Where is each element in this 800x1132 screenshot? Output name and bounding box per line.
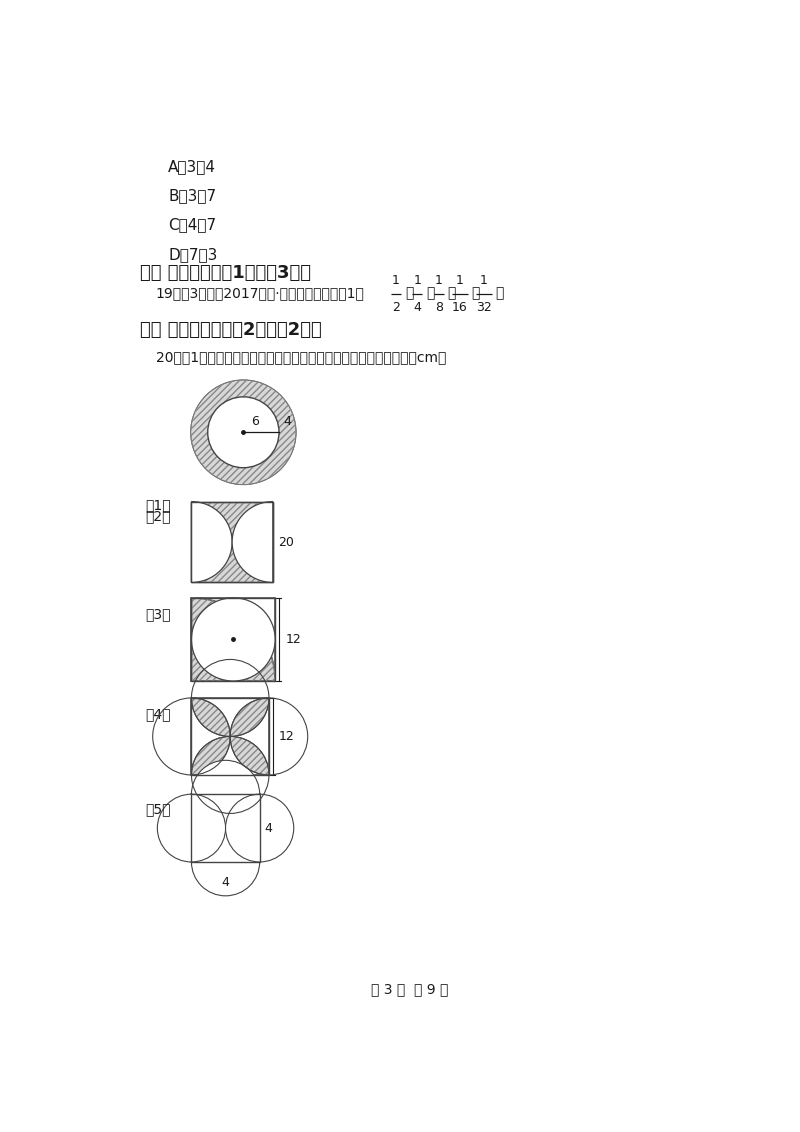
Text: B．3：7: B．3：7 xyxy=(168,188,216,204)
Text: 4: 4 xyxy=(283,415,290,428)
Text: －: － xyxy=(447,286,456,301)
Text: 1: 1 xyxy=(456,274,464,286)
Text: 32: 32 xyxy=(476,301,492,314)
Bar xyxy=(191,795,260,861)
Text: （2）: （2） xyxy=(145,509,170,523)
Text: 20: 20 xyxy=(224,598,240,611)
Polygon shape xyxy=(230,737,269,775)
Bar xyxy=(191,598,275,681)
Text: 4: 4 xyxy=(222,876,230,889)
Polygon shape xyxy=(191,737,230,775)
Text: 2: 2 xyxy=(392,301,400,314)
Text: 第 3 页  共 9 页: 第 3 页 共 9 页 xyxy=(371,981,449,996)
Text: 四、 计算题。（共1题；共3分）: 四、 计算题。（共1题；共3分） xyxy=(140,264,311,282)
Circle shape xyxy=(190,380,296,484)
Text: （4）: （4） xyxy=(145,708,170,721)
Text: 16: 16 xyxy=(452,301,468,314)
Wedge shape xyxy=(232,501,273,583)
Bar xyxy=(191,501,273,583)
Text: 19．（3分）（2017六上·黄埔期末）计算：1－: 19．（3分）（2017六上·黄埔期末）计算：1－ xyxy=(156,286,365,301)
Text: ．: ． xyxy=(496,286,504,301)
Text: 20．（1分）下面图形阴影部分的周长和面积分别是多少？（单位：cm）: 20．（1分）下面图形阴影部分的周长和面积分别是多少？（单位：cm） xyxy=(156,350,446,363)
Bar xyxy=(191,795,260,861)
Circle shape xyxy=(226,795,294,861)
Bar xyxy=(191,598,275,681)
Bar xyxy=(191,795,260,861)
Polygon shape xyxy=(191,698,230,737)
Bar xyxy=(191,795,260,861)
Text: 12: 12 xyxy=(286,633,301,646)
Text: C．4：7: C．4：7 xyxy=(168,217,216,232)
Polygon shape xyxy=(191,598,275,681)
Text: （1）: （1） xyxy=(145,498,170,513)
Text: 6: 6 xyxy=(251,414,259,428)
Bar xyxy=(191,501,273,583)
Text: －: － xyxy=(426,286,434,301)
Text: －: － xyxy=(405,286,414,301)
Text: 4: 4 xyxy=(264,822,272,834)
Circle shape xyxy=(208,397,279,468)
Text: －: － xyxy=(472,286,480,301)
Circle shape xyxy=(191,761,260,829)
Bar xyxy=(191,501,273,583)
Bar xyxy=(191,698,269,775)
Text: 五、 按要求回答（共2题；共2分）: 五、 按要求回答（共2题；共2分） xyxy=(140,320,322,338)
Text: A．3：4: A．3：4 xyxy=(168,158,216,174)
Circle shape xyxy=(191,829,260,895)
Text: 1: 1 xyxy=(434,274,442,286)
Polygon shape xyxy=(230,698,269,737)
Text: D．7：3: D．7：3 xyxy=(168,247,218,261)
Text: 1: 1 xyxy=(480,274,488,286)
Text: 1: 1 xyxy=(414,274,422,286)
Text: 20: 20 xyxy=(278,535,294,549)
Text: 4: 4 xyxy=(414,301,422,314)
Circle shape xyxy=(158,795,226,861)
Text: （5）: （5） xyxy=(145,801,170,816)
Text: 12: 12 xyxy=(279,730,294,743)
Wedge shape xyxy=(191,501,232,583)
Text: 8: 8 xyxy=(434,301,442,314)
Bar xyxy=(191,698,269,775)
Circle shape xyxy=(191,598,275,681)
Text: 1: 1 xyxy=(392,274,400,286)
Text: （3）: （3） xyxy=(145,607,170,621)
